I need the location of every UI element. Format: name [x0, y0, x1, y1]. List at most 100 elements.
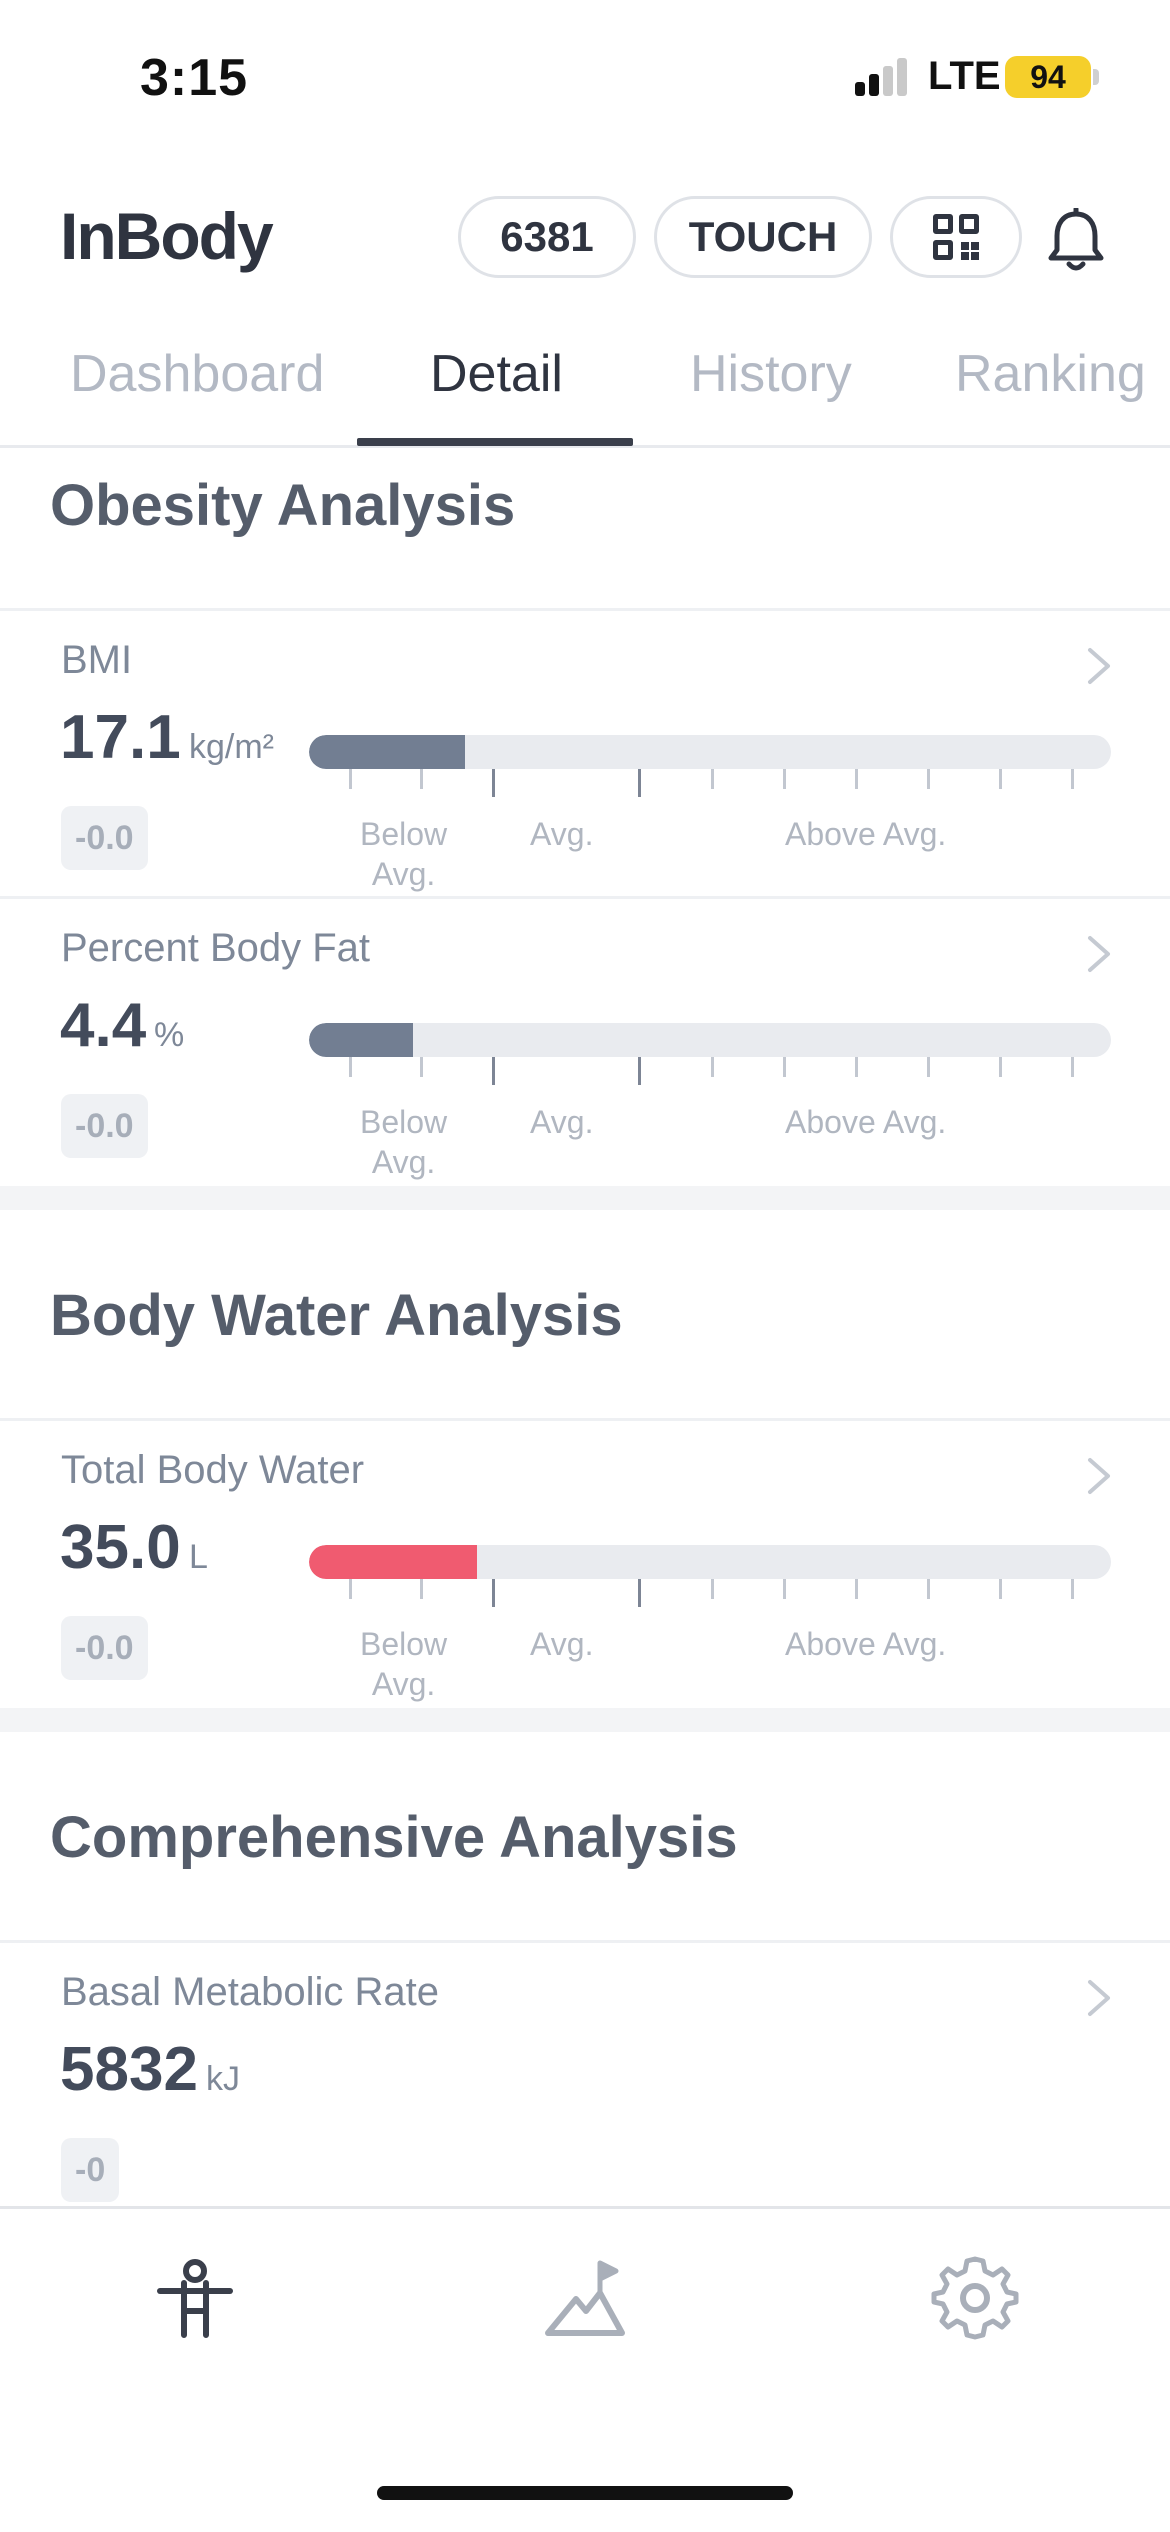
metric-label: BMI — [61, 638, 133, 682]
battery-icon: 94 — [1005, 56, 1091, 98]
metric-total-body-water[interactable]: Total Body Water 35.0 L -0.0 Below Avg. Avg. A… — [0, 1420, 1170, 1708]
range-tick — [927, 1057, 930, 1077]
range-bar-fill — [309, 735, 465, 769]
zone-label-below: Below Avg. — [360, 816, 448, 892]
range-tick — [783, 769, 786, 789]
inbody-logo: InBody — [60, 199, 274, 273]
range-tick — [999, 1579, 1002, 1599]
touch-button[interactable]: TOUCH — [654, 196, 872, 278]
divider — [0, 896, 1170, 899]
metric-change-badge: -0.0 — [61, 1094, 148, 1158]
range-tick — [999, 1057, 1002, 1077]
range-tick — [711, 1579, 714, 1599]
metric-label: Basal Metabolic Rate — [61, 1970, 439, 2014]
metric-value: 35.0 — [60, 1513, 181, 1582]
range-tick — [927, 1579, 930, 1599]
tab-history[interactable]: History — [690, 345, 852, 403]
range-bar-fill — [309, 1023, 413, 1057]
range-tick — [855, 1057, 858, 1077]
zone-label-below: Below Avg. — [360, 1626, 448, 1702]
metric-unit: L — [189, 1538, 208, 1576]
range-tick — [349, 1057, 352, 1077]
range-tick — [420, 1579, 423, 1599]
chevron-right-icon[interactable] — [1086, 1456, 1112, 1496]
tab-active-indicator — [357, 438, 633, 446]
range-tick — [855, 1579, 858, 1599]
chart-flag-icon[interactable] — [540, 2253, 630, 2343]
bell-icon[interactable] — [1045, 208, 1107, 274]
metric-label: Total Body Water — [61, 1448, 365, 1492]
tab-dashboard[interactable]: Dashboard — [70, 345, 325, 403]
battery-level: 94 — [1030, 59, 1066, 95]
metric-unit: kg/m² — [189, 728, 274, 766]
qr-button[interactable] — [890, 196, 1022, 278]
range-tick — [999, 769, 1002, 789]
metric-change-badge: -0.0 — [61, 1616, 148, 1680]
range-tick-major — [638, 1579, 641, 1607]
range-tick — [420, 1057, 423, 1077]
gear-icon[interactable] — [930, 2253, 1020, 2343]
status-time: 3:15 — [140, 49, 249, 107]
metric-change-badge: -0 — [61, 2138, 120, 2202]
range-bar-track — [309, 735, 1111, 769]
chevron-right-icon[interactable] — [1086, 1978, 1112, 2018]
range-tick-major — [638, 1057, 641, 1085]
zone-label-avg: Avg. — [530, 816, 594, 852]
range-tick-major — [492, 1579, 495, 1607]
zone-label-avg: Avg. — [530, 1104, 594, 1140]
divider — [0, 608, 1170, 611]
tab-bar: Dashboard Detail History Ranking — [0, 330, 1170, 448]
network-type: LTE — [928, 54, 1001, 98]
body-icon[interactable] — [150, 2253, 240, 2343]
range-ticks — [309, 769, 1111, 799]
zone-label-above: Above Avg. — [785, 1626, 947, 1662]
status-bar: 3:15 LTE 94 — [0, 0, 1170, 150]
qr-code-icon — [933, 214, 979, 260]
range-tick — [1071, 769, 1074, 789]
signal-icon — [855, 58, 915, 96]
range-bar-track — [309, 1545, 1111, 1579]
range-tick — [1071, 1057, 1074, 1077]
range-tick-major — [492, 1057, 495, 1085]
range-tick — [711, 769, 714, 789]
battery-nub — [1093, 69, 1099, 85]
range-tick — [927, 769, 930, 789]
range-ticks — [309, 1579, 1111, 1609]
range-tick-major — [492, 769, 495, 797]
tab-detail[interactable]: Detail — [430, 345, 563, 403]
metric-label: Percent Body Fat — [61, 926, 371, 970]
range-tick — [420, 769, 423, 789]
range-tick — [349, 769, 352, 789]
app-header: InBody 6381 TOUCH — [0, 180, 1170, 290]
range-tick-major — [638, 769, 641, 797]
range-tick — [1071, 1579, 1074, 1599]
zone-label-below: Below Avg. — [360, 1104, 448, 1180]
section-gap — [0, 1186, 1170, 1210]
member-code-button[interactable]: 6381 — [458, 196, 636, 278]
metric-basal-metabolic-rate[interactable]: Basal Metabolic Rate 5832 kJ -0 — [0, 1942, 1170, 2230]
zone-label-avg: Avg. — [530, 1626, 594, 1662]
metric-value: 17.1 — [60, 703, 181, 772]
chevron-right-icon[interactable] — [1086, 934, 1112, 974]
range-ticks — [309, 1057, 1111, 1087]
divider — [0, 1418, 1170, 1421]
range-bar-track — [309, 1023, 1111, 1057]
section-title-body-water: Body Water Analysis — [50, 1283, 623, 1348]
zone-label-above: Above Avg. — [785, 1104, 947, 1140]
metric-unit: % — [154, 1016, 185, 1054]
tab-ranking[interactable]: Ranking — [955, 345, 1146, 403]
zone-label-above: Above Avg. — [785, 816, 947, 852]
range-tick — [711, 1057, 714, 1077]
chevron-right-icon[interactable] — [1086, 646, 1112, 686]
metric-value: 4.4 — [60, 991, 147, 1060]
metric-value: 5832 — [60, 2035, 198, 2104]
metric-percent-body-fat[interactable]: Percent Body Fat 4.4% -0.0 Below Avg. Avg. Ab… — [0, 898, 1170, 1186]
metric-unit: kJ — [206, 2060, 240, 2098]
section-title-comprehensive: Comprehensive Analysis — [50, 1805, 738, 1870]
divider — [0, 1940, 1170, 1943]
home-indicator — [377, 2486, 793, 2500]
range-bar-fill — [309, 1545, 477, 1579]
range-tick — [349, 1579, 352, 1599]
bottom-nav — [0, 2206, 1170, 2532]
metric-bmi[interactable]: BMI 17.1 kg/m² -0.0 Below Avg. Avg. Above Avg. — [0, 610, 1170, 898]
